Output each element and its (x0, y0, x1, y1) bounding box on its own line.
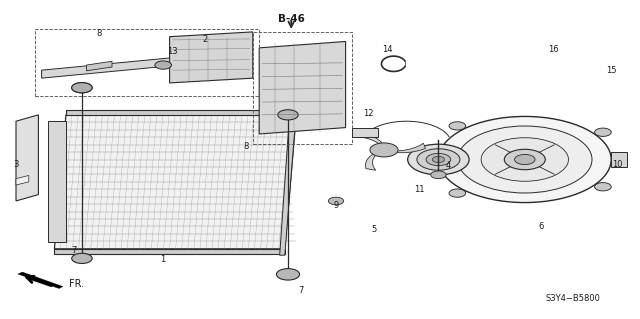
Circle shape (458, 126, 592, 193)
Circle shape (72, 83, 92, 93)
Text: 11: 11 (414, 185, 424, 194)
Text: 7: 7 (71, 246, 76, 255)
Circle shape (328, 197, 344, 205)
Circle shape (481, 138, 568, 181)
Circle shape (515, 154, 535, 165)
Circle shape (417, 149, 460, 170)
Polygon shape (16, 175, 29, 185)
Text: 12: 12 (363, 109, 373, 118)
Text: S3Y4−B5800: S3Y4−B5800 (545, 294, 600, 303)
Polygon shape (18, 272, 63, 288)
Circle shape (449, 122, 466, 130)
Text: 5: 5 (372, 225, 377, 234)
Text: 8: 8 (97, 29, 102, 38)
Text: 6: 6 (538, 222, 543, 231)
Text: 3: 3 (13, 160, 19, 169)
Polygon shape (170, 32, 253, 83)
Polygon shape (280, 110, 296, 255)
Polygon shape (16, 115, 38, 201)
Polygon shape (54, 115, 296, 249)
Text: 9: 9 (333, 201, 339, 210)
Polygon shape (42, 56, 192, 78)
Circle shape (155, 61, 172, 69)
Polygon shape (611, 152, 627, 167)
Polygon shape (66, 110, 296, 115)
Polygon shape (365, 153, 376, 170)
Text: 13: 13 (168, 47, 178, 56)
Polygon shape (259, 41, 346, 134)
Bar (35, 29, 259, 96)
Text: 15: 15 (606, 66, 616, 75)
Circle shape (432, 156, 445, 163)
Circle shape (408, 144, 469, 175)
Circle shape (72, 83, 92, 93)
Text: 8: 8 (244, 142, 249, 151)
Text: 14: 14 (382, 45, 392, 54)
Text: B-46: B-46 (278, 14, 305, 24)
Text: 7: 7 (298, 286, 303, 295)
Circle shape (449, 189, 466, 197)
Text: 2: 2 (202, 35, 207, 44)
Circle shape (595, 182, 611, 191)
Text: 16: 16 (548, 45, 559, 54)
Circle shape (370, 143, 398, 157)
Polygon shape (86, 61, 112, 71)
Circle shape (438, 116, 611, 203)
Polygon shape (54, 249, 285, 254)
Circle shape (431, 171, 446, 179)
Polygon shape (394, 143, 426, 153)
Circle shape (426, 153, 451, 166)
Polygon shape (48, 121, 66, 242)
Text: 10: 10 (612, 160, 623, 169)
Circle shape (276, 269, 300, 280)
Circle shape (278, 110, 298, 120)
Circle shape (595, 128, 611, 137)
Bar (253, 32, 352, 144)
Polygon shape (353, 133, 383, 145)
Text: FR.: FR. (69, 279, 84, 289)
Circle shape (504, 149, 545, 170)
Text: 1: 1 (161, 256, 166, 264)
Circle shape (372, 144, 396, 156)
Bar (352, 128, 378, 137)
Circle shape (72, 253, 92, 263)
Text: 4: 4 (445, 161, 451, 170)
